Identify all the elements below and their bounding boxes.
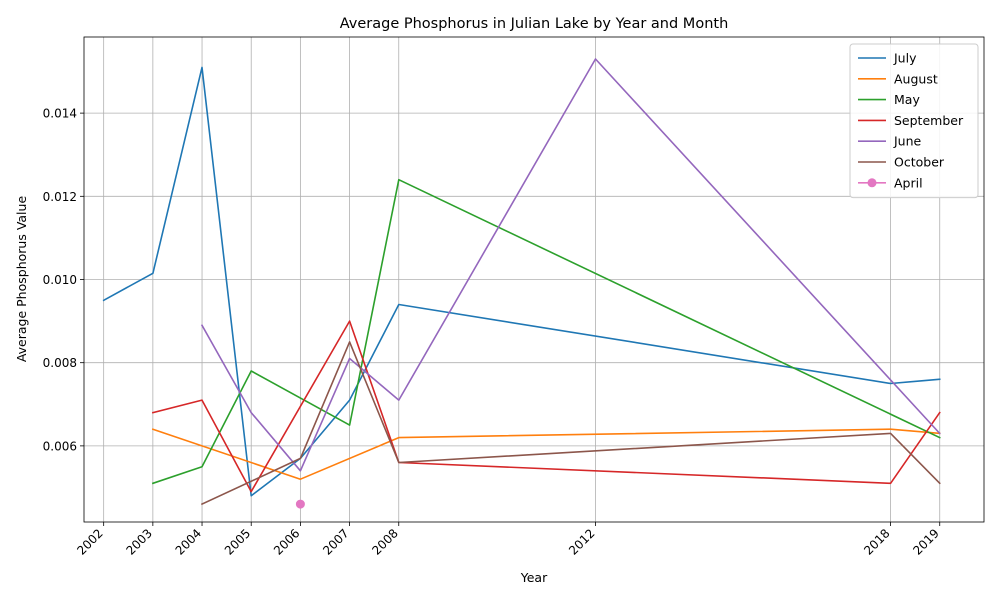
series-lines bbox=[102, 58, 941, 509]
legend-label-august: August bbox=[894, 71, 938, 86]
x-tick-label: 2018 bbox=[861, 526, 892, 557]
series-line-september bbox=[151, 320, 941, 493]
legend-marker-april bbox=[867, 178, 877, 188]
y-tick-label: 0.010 bbox=[43, 273, 77, 287]
series-line-october bbox=[200, 341, 941, 506]
legend-label-july: July bbox=[893, 51, 917, 66]
legend-label-may: May bbox=[894, 92, 920, 107]
legend-label-september: September bbox=[894, 113, 964, 128]
x-tick-label: 2006 bbox=[271, 526, 302, 557]
legend-box bbox=[849, 43, 979, 199]
y-tick-label: 0.008 bbox=[43, 356, 77, 370]
gridlines bbox=[84, 37, 984, 522]
y-tick-label: 0.006 bbox=[43, 439, 77, 453]
x-tick-label: 2007 bbox=[320, 526, 351, 557]
x-tick-label: 2012 bbox=[566, 526, 597, 557]
axis-ticks: 2002 2003 2004 2005 2006 2007 2008 2012 2018 2019… bbox=[43, 107, 942, 558]
legend-label-april: April bbox=[894, 175, 923, 190]
legend-label-june: June bbox=[893, 134, 922, 149]
x-tick-label: 2019 bbox=[910, 526, 941, 557]
x-tick-label: 2002 bbox=[74, 526, 105, 557]
x-tick-label: 2004 bbox=[173, 526, 204, 557]
series-line-may bbox=[151, 178, 941, 485]
y-tick-label: 0.014 bbox=[43, 107, 77, 121]
y-tick-label: 0.012 bbox=[43, 190, 77, 204]
series-line-july bbox=[102, 66, 941, 497]
series-line-august bbox=[151, 428, 941, 481]
legend-label-october: October bbox=[894, 155, 945, 170]
chart-title: Average Phosphorus in Julian Lake by Yea… bbox=[340, 16, 729, 32]
x-axis-label: Year bbox=[520, 570, 548, 585]
y-axis-label: Average Phosphorus Value bbox=[14, 196, 29, 363]
series-line-june bbox=[200, 58, 941, 472]
legend: July August May September June October April bbox=[849, 43, 979, 199]
data-point-april bbox=[295, 499, 305, 509]
x-tick-label: 2008 bbox=[369, 526, 400, 557]
x-tick-label: 2003 bbox=[123, 526, 154, 557]
x-tick-label: 2005 bbox=[222, 526, 253, 557]
